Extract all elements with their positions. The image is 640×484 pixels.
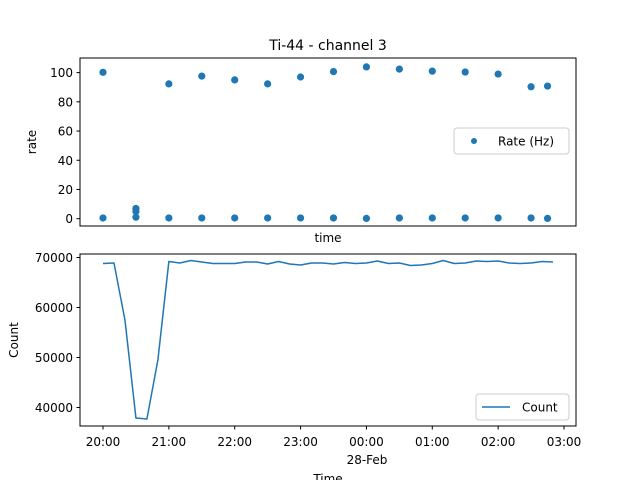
rate-point: [231, 214, 239, 222]
rate-x-axis-label: time: [314, 231, 341, 245]
count-x-tick-label: 22:00: [217, 435, 252, 449]
rate-point: [461, 68, 469, 76]
rate-point: [264, 80, 272, 88]
rate-y-tick-label: 100: [50, 66, 73, 80]
rate-legend: Rate (Hz): [453, 127, 570, 155]
rate-y-tick-label: 60: [58, 125, 73, 139]
count-y-tick-label: 60000: [35, 301, 73, 315]
rate-point: [198, 214, 206, 222]
rate-y-tick-label: 40: [58, 154, 73, 168]
rate-panel: Ti-44 - channel 3 0 20 40 60 80 100 time rate…: [25, 38, 577, 245]
count-x-ticks: 20:00 21:00 22:00 23:00 00:00 01:00 02:00 03:00: [86, 426, 582, 449]
rate-point: [231, 76, 239, 84]
count-y-ticks: 40000 50000 60000 70000: [35, 251, 80, 415]
rate-point: [362, 214, 371, 222]
count-x-tick-label: 02:00: [481, 435, 516, 449]
count-legend: Count: [475, 393, 570, 421]
rate-point: [132, 207, 140, 215]
rate-point: [527, 83, 535, 91]
rate-y-tick-label: 0: [65, 212, 73, 226]
rate-point: [428, 67, 436, 75]
count-x-axis-label: Time: [312, 472, 342, 480]
rate-points: [99, 63, 552, 222]
count-series-line: [102, 259, 554, 420]
rate-legend-label: Rate (Hz): [498, 135, 554, 149]
rate-point: [165, 214, 173, 222]
rate-y-tick-label: 20: [58, 183, 73, 197]
rate-point: [494, 70, 502, 78]
rate-point: [165, 80, 173, 88]
rate-plot-frame: [79, 57, 577, 227]
count-x-tick-label: 20:00: [86, 435, 121, 449]
rate-point: [527, 214, 535, 222]
count-x-tick-label: 01:00: [415, 435, 450, 449]
rate-point: [395, 214, 403, 222]
count-y-tick-label: 50000: [35, 351, 73, 365]
count-legend-label: Count: [522, 401, 558, 415]
rate-point: [132, 213, 140, 221]
count-x-tick-label: 21:00: [152, 435, 187, 449]
rate-point: [461, 214, 469, 222]
rate-point: [329, 67, 338, 76]
count-x-tick-label: 03:00: [547, 435, 582, 449]
rate-y-axis-label: rate: [25, 130, 39, 154]
count-x-tick-label: 00:00: [349, 435, 384, 449]
count-x-tick-label: 23:00: [283, 435, 318, 449]
count-y-axis-label: Count: [7, 322, 21, 358]
rate-y-tick-label: 80: [58, 95, 73, 109]
rate-point: [362, 63, 371, 71]
rate-y-ticks: 0 20 40 60 80 100: [50, 66, 80, 226]
count-legend-box: [475, 393, 570, 421]
rate-point: [296, 214, 305, 222]
rate-point: [99, 68, 107, 76]
count-plot-frame: [79, 253, 577, 427]
rate-point: [494, 214, 502, 222]
rate-point: [395, 65, 403, 73]
rate-point: [543, 214, 552, 222]
count-y-tick-label: 70000: [35, 251, 73, 265]
rate-point: [543, 82, 552, 90]
count-y-tick-label: 40000: [35, 401, 73, 415]
rate-legend-box: [453, 127, 570, 155]
chart-title: Ti-44 - channel 3: [268, 38, 387, 54]
rate-point: [296, 73, 305, 81]
rate-point: [428, 214, 436, 222]
rate-point: [329, 214, 338, 222]
rate-point: [99, 214, 107, 222]
count-x-date-label: 28-Feb: [347, 453, 388, 467]
rate-point: [264, 214, 272, 222]
rate-point: [198, 72, 206, 80]
rate-legend-marker: [471, 138, 477, 144]
